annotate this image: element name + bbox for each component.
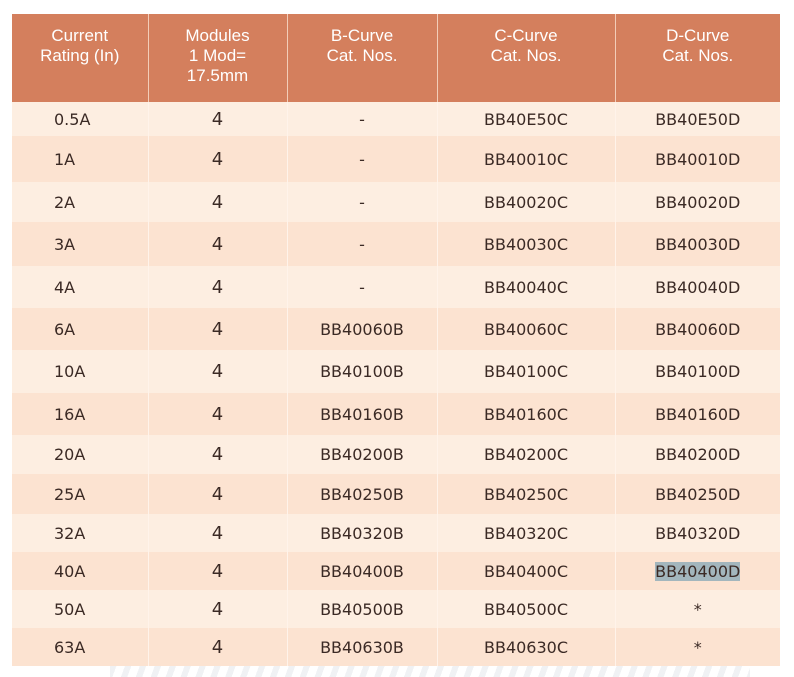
cell-b-curve-cat-no: - — [286, 102, 437, 136]
cell-current-rating: 50A — [12, 590, 148, 628]
cell-current-rating: 25A — [12, 474, 148, 514]
table-row: 32A 4 BB40320B BB40320C BB40320D — [12, 514, 780, 552]
cell-modules: 4 — [147, 590, 287, 628]
cell-c-curve-cat-no: BB40E50C — [436, 102, 615, 136]
cell-c-curve-cat-no: BB40250C — [436, 474, 615, 514]
cell-d-curve-cat-no: BB40020D — [614, 182, 780, 222]
cell-modules: 4 — [147, 474, 287, 514]
cell-b-curve-cat-no: BB40160B — [286, 393, 437, 435]
cell-b-curve-cat-no: - — [286, 182, 437, 222]
cell-current-rating: 3A — [12, 222, 148, 266]
cell-d-curve-cat-no: BB40160D — [614, 393, 780, 435]
cell-c-curve-cat-no: BB40100C — [436, 350, 615, 393]
cell-d-curve-cat-no: BB40200D — [614, 435, 780, 474]
header-row: Current Rating (In) Modules 1 Mod= 17.5mm B-C… — [12, 14, 780, 102]
header-modules: Modules 1 Mod= 17.5mm — [147, 14, 287, 102]
cell-d-curve-cat-no: * — [614, 590, 780, 628]
cell-c-curve-cat-no: BB40020C — [436, 182, 615, 222]
cell-current-rating: 32A — [12, 514, 148, 552]
cell-b-curve-cat-no: - — [286, 222, 437, 266]
cell-modules: 4 — [147, 308, 287, 350]
cell-current-rating: 16A — [12, 393, 148, 435]
cell-b-curve-cat-no: BB40630B — [286, 628, 437, 666]
table-row: 20A 4 BB40200B BB40200C BB40200D — [12, 435, 780, 474]
cell-d-curve-cat-no: BB40100D — [614, 350, 780, 393]
table-row: 0.5A 4- BB40E50C BB40E50D — [12, 102, 780, 136]
cell-current-rating: 20A — [12, 435, 148, 474]
cell-c-curve-cat-no: BB40630C — [436, 628, 615, 666]
table-row: 50A 4 BB40500B BB40500C * — [12, 590, 780, 628]
cell-c-curve-cat-no: BB40320C — [436, 514, 615, 552]
decorative-stripes — [110, 666, 750, 677]
cell-current-rating: 4A — [12, 266, 148, 308]
cell-d-curve-cat-no: BB40E50D — [614, 102, 780, 136]
cell-b-curve-cat-no: BB40400B — [286, 552, 437, 590]
cell-b-curve-cat-no: BB40320B — [286, 514, 437, 552]
cell-d-curve-cat-no: BB40040D — [614, 266, 780, 308]
table-row: 6A 4 BB40060B BB40060C BB40060D — [12, 308, 780, 350]
table-row: 3A 4- BB40030C BB40030D — [12, 222, 780, 266]
table-row: 16A 4 BB40160B BB40160C BB40160D — [12, 393, 780, 435]
cell-c-curve-cat-no: BB40040C — [436, 266, 615, 308]
cell-modules: 4 — [147, 222, 287, 266]
cell-c-curve-cat-no: BB40400C — [436, 552, 615, 590]
cell-current-rating: 1A — [12, 136, 148, 182]
selected-text[interactable]: BB40400D — [655, 561, 741, 581]
cell-d-curve-cat-no: BB40250D — [614, 474, 780, 514]
mcb-catalogue-table: Current Rating (In) Modules 1 Mod= 17.5mm B-C… — [12, 14, 780, 666]
cell-d-curve-cat-no: BB40010D — [614, 136, 780, 182]
cell-modules: 4 — [147, 266, 287, 308]
cell-modules: 4 — [147, 393, 287, 435]
cell-b-curve-cat-no: BB40250B — [286, 474, 437, 514]
cell-c-curve-cat-no: BB40010C — [436, 136, 615, 182]
cell-b-curve-cat-no: - — [286, 136, 437, 182]
cell-d-curve-cat-no: BB40320D — [614, 514, 780, 552]
cell-modules: 4 — [147, 514, 287, 552]
table-row: 1A 4- BB40010C BB40010D — [12, 136, 780, 182]
cell-current-rating: 6A — [12, 308, 148, 350]
table-row: 4A 4- BB40040C BB40040D — [12, 266, 780, 308]
cell-d-curve-cat-no: BB40030D — [614, 222, 780, 266]
cell-modules: 4 — [147, 350, 287, 393]
cell-d-curve-cat-no: BB40400D — [614, 552, 780, 590]
table-row: 25A 4 BB40250B BB40250C BB40250D — [12, 474, 780, 514]
cell-modules: 4 — [147, 102, 287, 136]
cell-modules: 4 — [147, 136, 287, 182]
cell-c-curve-cat-no: BB40060C — [436, 308, 615, 350]
header-c-curve: C-Curve Cat. Nos. — [436, 14, 615, 102]
cell-modules: 4 — [147, 552, 287, 590]
table-row: 2A 4- BB40020C BB40020D — [12, 182, 780, 222]
cell-current-rating: 0.5A — [12, 102, 148, 136]
cell-d-curve-cat-no: BB40060D — [614, 308, 780, 350]
header-current-rating: Current Rating (In) — [12, 14, 148, 102]
cell-modules: 4 — [147, 628, 287, 666]
cell-c-curve-cat-no: BB40030C — [436, 222, 615, 266]
cell-b-curve-cat-no: BB40100B — [286, 350, 437, 393]
header-b-curve: B-Curve Cat. Nos. — [286, 14, 437, 102]
cell-c-curve-cat-no: BB40500C — [436, 590, 615, 628]
table-row: 10A 4 BB40100B BB40100C BB40100D — [12, 350, 780, 393]
cell-b-curve-cat-no: BB40200B — [286, 435, 437, 474]
cell-b-curve-cat-no: - — [286, 266, 437, 308]
cell-current-rating: 40A — [12, 552, 148, 590]
header-d-curve: D-Curve Cat. Nos. — [614, 14, 780, 102]
cell-modules: 4 — [147, 435, 287, 474]
cell-b-curve-cat-no: BB40060B — [286, 308, 437, 350]
table-row: 63A 4 BB40630B BB40630C * — [12, 628, 780, 666]
cell-c-curve-cat-no: BB40160C — [436, 393, 615, 435]
cell-b-curve-cat-no: BB40500B — [286, 590, 437, 628]
cell-current-rating: 10A — [12, 350, 148, 393]
cell-current-rating: 63A — [12, 628, 148, 666]
cell-c-curve-cat-no: BB40200C — [436, 435, 615, 474]
cell-modules: 4 — [147, 182, 287, 222]
table-row: 40A 4 BB40400B BB40400C BB40400D — [12, 552, 780, 590]
cell-current-rating: 2A — [12, 182, 148, 222]
cell-d-curve-cat-no: * — [614, 628, 780, 666]
